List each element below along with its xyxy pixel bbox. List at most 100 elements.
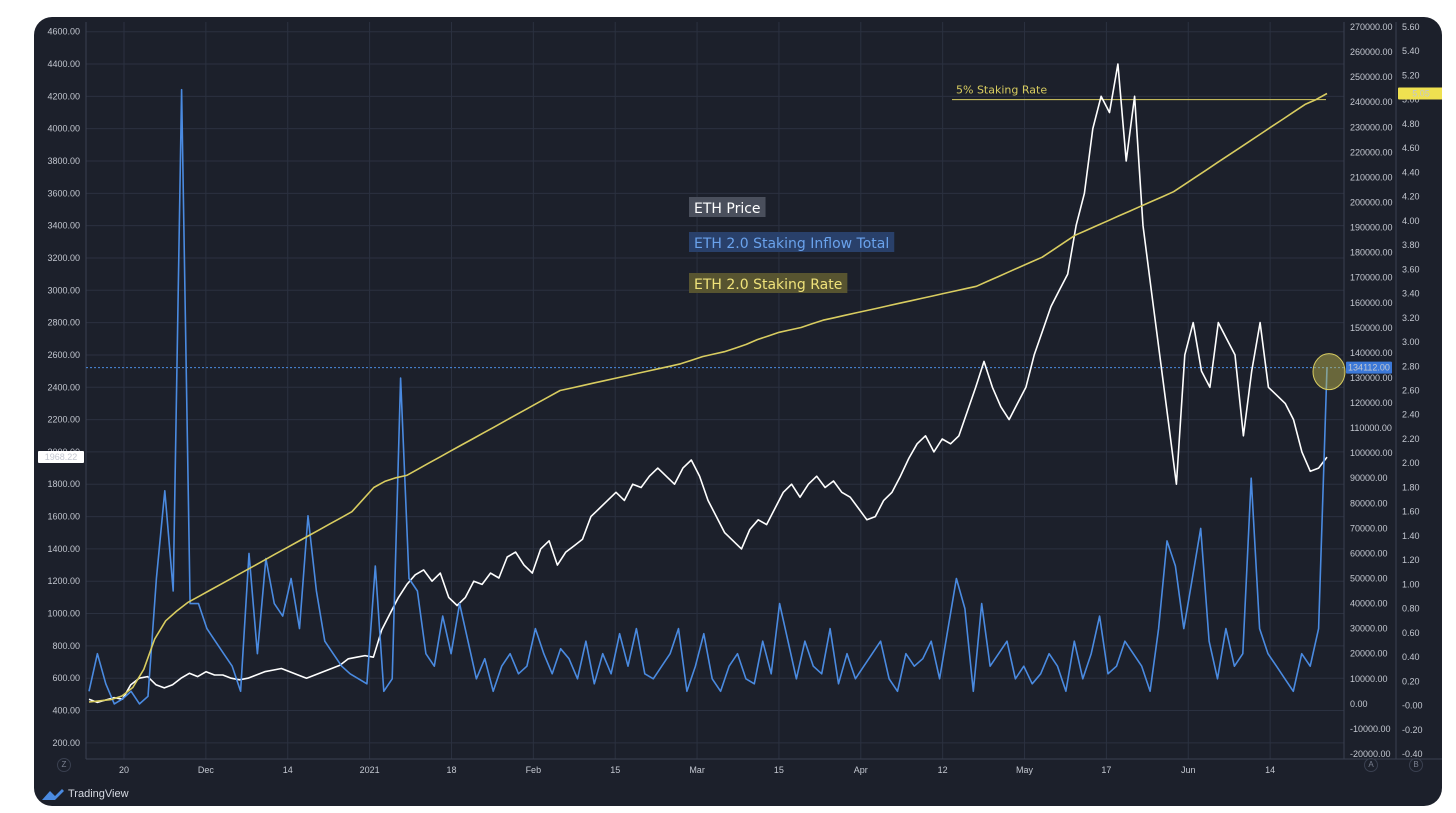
highlight-circle (1312, 353, 1346, 391)
chart-canvas[interactable]: 5% Staking Rate 200.00400.00600.00800.00… (34, 17, 1442, 806)
x-tick-label: May (1016, 765, 1034, 775)
price-badge-bg (38, 451, 84, 464)
x-axis: 20 Dec 14 2021 18 Feb 15 Mar 15 Apr 12 May 17 Jun 14 (119, 765, 1275, 775)
rate-tick-label: 2.20 (1402, 434, 1420, 444)
series-line-inflow (88, 88, 1328, 705)
left-tick-label: 200.00 (52, 738, 80, 748)
legend-label: ETH 2.0 Staking Inflow Total (694, 236, 889, 252)
inflow-tick-label: -20000.00 (1350, 749, 1391, 759)
left-tick-label: 3200.00 (47, 253, 80, 263)
inflow-tick-label: 170000.00 (1350, 273, 1393, 283)
inflow-tick-label: 180000.00 (1350, 248, 1393, 258)
rate-tick-label: 0.40 (1402, 652, 1420, 662)
x-tick-label: Dec (198, 765, 215, 775)
rate-tick-label: 3.40 (1402, 289, 1420, 299)
rate-tick-label: 4.80 (1402, 119, 1420, 129)
rate-tick-label: 2.00 (1402, 458, 1420, 468)
inflow-tick-label: 30000.00 (1350, 624, 1388, 634)
left-tick-label: 2400.00 (47, 382, 80, 392)
inflow-tick-label: 230000.00 (1350, 122, 1393, 132)
price-badge: 1968.22 (38, 451, 84, 464)
corner-button-a[interactable]: A (1364, 758, 1378, 772)
inflow-tick-label: 60000.00 (1350, 548, 1388, 558)
rate-tick-label: 0.20 (1402, 676, 1420, 686)
tradingview-icon (42, 788, 64, 800)
rate-tick-label: 1.00 (1402, 579, 1420, 589)
rate-tick-label: 1.40 (1402, 531, 1420, 541)
rate-tick-label: 1.80 (1402, 482, 1420, 492)
inflow-tick-label: 50000.00 (1350, 574, 1388, 584)
staking-rate-5pct-label: 5% Staking Rate (956, 84, 1047, 97)
left-tick-label: 4400.00 (47, 59, 80, 69)
inflow-tick-label: 0.00 (1350, 699, 1368, 709)
inflow-tick-label: 260000.00 (1350, 47, 1393, 57)
inflow-tick-label: 10000.00 (1350, 674, 1388, 684)
left-tick-label: 1600.00 (47, 512, 80, 522)
inflow-tick-label: 240000.00 (1350, 97, 1393, 107)
legend-label: ETH Price (694, 201, 761, 217)
rate-tick-label: 4.00 (1402, 216, 1420, 226)
legend-swatch (689, 232, 895, 252)
rate-tick-label: 5.00 (1402, 95, 1420, 105)
rate-badge-text: 5.05 (1412, 89, 1430, 99)
rate-tick-label: -0.40 (1402, 749, 1423, 759)
tradingview-logo[interactable]: TradingView (42, 788, 129, 800)
series-layer (88, 63, 1328, 705)
left-tick-label: 1400.00 (47, 544, 80, 554)
inflow-badge-bg (1346, 361, 1392, 374)
x-tick-label: Mar (689, 765, 705, 775)
left-tick-label: 2600.00 (47, 350, 80, 360)
legend-swatch (689, 273, 848, 293)
inflow-tick-label: 130000.00 (1350, 373, 1393, 383)
legend-item: ETH 2.0 Staking Inflow Total (689, 232, 895, 252)
rate-tick-label: 4.20 (1402, 192, 1420, 202)
inflow-tick-label: -10000.00 (1350, 724, 1391, 734)
rate-tick-label: 3.00 (1402, 337, 1420, 347)
x-tick-label: 18 (446, 765, 456, 775)
rate-tick-label: 1.20 (1402, 555, 1420, 565)
rate-badge: 5.05 (1398, 87, 1442, 100)
legend-label: ETH 2.0 Staking Rate (694, 277, 842, 293)
left-tick-label: 2800.00 (47, 318, 80, 328)
chart-frame: 5% Staking Rate 200.00 400.00 600.00 800.00… (34, 17, 1442, 806)
inflow-tick-label: 250000.00 (1350, 72, 1393, 82)
inflow-badge-text: 134112.00 (1348, 363, 1390, 373)
x-tick-label: 14 (283, 765, 293, 775)
inflow-tick-label: 110000.00 (1350, 423, 1392, 433)
rate-tick-label: -0.20 (1402, 725, 1423, 735)
left-tick-label: 2200.00 (47, 415, 80, 425)
x-tick-label: Apr (854, 765, 868, 775)
inflow-tick-label: 140000.00 (1350, 348, 1393, 358)
inflow-tick-label: 80000.00 (1350, 498, 1388, 508)
corner-button-z[interactable]: Z (57, 758, 71, 772)
x-tick-label: 15 (774, 765, 784, 775)
legend-item: ETH Price (689, 197, 766, 217)
left-tick-label: 4200.00 (47, 91, 80, 101)
inflow-tick-label: 210000.00 (1350, 172, 1393, 182)
rate-axis: -0.40 -0.20 -0.00 0.20 0.40 0.60 0.80 1.00 1.20 1… (1402, 22, 1423, 759)
rate-tick-label: 4.40 (1402, 167, 1420, 177)
legend-item: ETH 2.0 Staking Rate (689, 273, 848, 293)
rate-tick-label: 2.80 (1402, 361, 1420, 371)
rate-badge-bg (1398, 87, 1442, 100)
left-tick-label: 4000.00 (47, 124, 80, 134)
x-tick-label: 14 (1265, 765, 1275, 775)
x-tick-label: 15 (610, 765, 620, 775)
rate-tick-label: 0.80 (1402, 604, 1420, 614)
series-line-rate (88, 92, 1328, 703)
left-tick-label: 600.00 (52, 673, 80, 683)
rate-tick-label: 1.60 (1402, 507, 1420, 517)
x-tick-label: 17 (1101, 765, 1111, 775)
corner-button-b[interactable]: B (1409, 758, 1423, 772)
inflow-tick-label: 150000.00 (1350, 323, 1393, 333)
left-tick-label: 1200.00 (47, 576, 80, 586)
rate-tick-label: 5.40 (1402, 46, 1420, 56)
left-tick-label: 800.00 (52, 641, 80, 651)
left-tick-label: 1000.00 (47, 609, 80, 619)
series-line-price (88, 63, 1328, 704)
left-tick-label: 3400.00 (47, 221, 80, 231)
inflow-badge: 134112.00 (1346, 361, 1392, 374)
x-tick-label: Feb (526, 765, 542, 775)
rate-tick-label: 5.60 (1402, 22, 1420, 32)
rate-tick-label: 3.20 (1402, 313, 1420, 323)
